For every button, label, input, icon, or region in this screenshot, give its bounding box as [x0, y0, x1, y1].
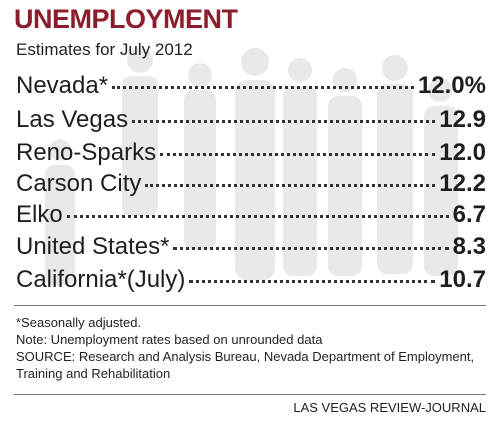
note: SOURCE: Research and Analysis Bureau, Ne…: [16, 349, 475, 381]
rule: [14, 305, 486, 306]
row-value: 10.7: [439, 266, 486, 293]
row-value: 8.3: [452, 233, 486, 260]
leader-dots: [132, 120, 436, 123]
row: United States* 8.3: [16, 233, 486, 261]
row: Nevada* 12.0%: [16, 72, 486, 100]
row: Elko 6.7: [16, 201, 486, 229]
leader-dots: [145, 184, 436, 187]
row: California*(July) 10.7: [16, 266, 486, 294]
row-label: Elko: [16, 201, 63, 228]
credit: LAS VEGAS REVIEW-JOURNAL: [293, 400, 486, 415]
note: Note: Unemployment rates based on unroun…: [16, 332, 323, 347]
leader-dots: [160, 153, 436, 156]
leader-dots: [112, 86, 414, 89]
rule: [14, 394, 486, 395]
row-label: Reno-Sparks: [16, 139, 157, 166]
row: Carson City 12.2: [16, 170, 486, 198]
row-value: 12.0: [439, 139, 486, 166]
row-value: 12.0%: [417, 72, 486, 99]
row: Las Vegas 12.9: [16, 106, 486, 134]
row-value: 12.9: [439, 106, 486, 133]
row-value: 12.2: [439, 170, 486, 197]
row-label: Carson City: [16, 170, 142, 197]
subtitle: Estimates for July 2012: [16, 40, 193, 59]
leader-dots: [173, 247, 449, 250]
row-label: Las Vegas: [16, 106, 129, 133]
row-label: California*(July): [16, 266, 186, 293]
leader-dots: [66, 215, 449, 218]
note: *Seasonally adjusted.: [16, 315, 142, 330]
row-value: 6.7: [452, 201, 486, 228]
leader-dots: [189, 280, 436, 283]
row-label: United States*: [16, 233, 170, 260]
title: UNEMPLOYMENT: [14, 4, 238, 34]
row-label: Nevada*: [16, 72, 109, 99]
row: Reno-Sparks 12.0: [16, 139, 486, 167]
